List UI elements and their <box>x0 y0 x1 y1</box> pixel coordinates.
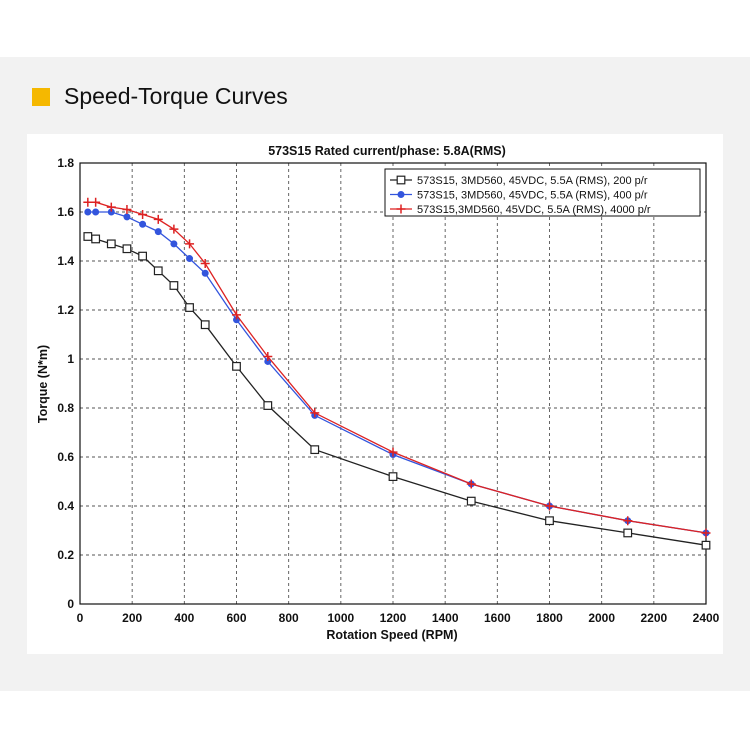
legend-entry-1: 573S15, 3MD560, 45VDC, 5.5A (RMS), 200 p… <box>390 175 648 187</box>
data-point-square <box>310 445 320 455</box>
data-point-square <box>232 361 241 371</box>
y-tick-label: 1 <box>67 352 74 366</box>
data-point-plus <box>169 224 179 234</box>
y-tick-label: 0 <box>67 597 74 611</box>
data-point-plus <box>122 205 132 215</box>
data-point-plus <box>701 528 711 538</box>
y-tick-label: 0.8 <box>57 401 74 415</box>
data-point-square <box>122 244 132 254</box>
grid <box>80 163 706 604</box>
legend-label: 573S15,3MD560, 45VDC, 5.5A (RMS), 4000 p… <box>417 204 651 216</box>
y-tick-label: 0.6 <box>57 450 74 464</box>
data-point-plus <box>153 214 163 224</box>
x-tick-label: 800 <box>279 611 299 625</box>
data-point-plus <box>106 202 116 212</box>
series-line <box>87 235 707 546</box>
x-tick-label: 1200 <box>380 611 407 625</box>
data-point-plus <box>396 204 406 214</box>
data-point-square <box>388 472 398 481</box>
data-point-plus <box>185 239 195 249</box>
legend: 573S15, 3MD560, 45VDC, 5.5A (RMS), 200 p… <box>384 168 701 217</box>
data-point-plus <box>91 197 101 207</box>
x-tick-label: 1800 <box>536 611 563 625</box>
series-layer <box>83 197 711 550</box>
data-point-square <box>138 251 148 261</box>
data-point-circle <box>154 228 162 236</box>
data-point-square <box>185 303 194 312</box>
data-point-square <box>623 528 633 538</box>
data-point-circle <box>201 269 209 277</box>
data-point-plus <box>545 501 554 511</box>
legend-entry-2: 573S15, 3MD560, 45VDC, 5.5A (RMS), 400 p… <box>390 190 648 202</box>
series-2 <box>84 208 710 537</box>
y-axis-label: Torque (N*m) <box>36 345 50 423</box>
data-point-plus <box>388 447 398 457</box>
data-point-circle <box>170 240 178 248</box>
data-point-plus <box>232 310 241 320</box>
speed-torque-chart: 573S15 Rated current/phase: 5.8A(RMS) 0 2… <box>36 144 720 642</box>
data-point-circle <box>139 220 147 228</box>
y-tick-label: 1.6 <box>57 205 74 219</box>
x-axis-label: Rotation Speed (RPM) <box>326 628 457 642</box>
data-point-square <box>545 516 554 526</box>
y-tick-label: 0.2 <box>57 548 74 562</box>
y-tick-label: 0.4 <box>57 499 74 513</box>
x-tick-label: 1000 <box>327 611 354 625</box>
series-line <box>87 201 707 534</box>
data-point-plus <box>138 209 148 219</box>
series-1 <box>83 232 711 550</box>
legend-entry-3: 573S15,3MD560, 45VDC, 5.5A (RMS), 4000 p… <box>390 204 651 216</box>
data-point-square <box>200 320 210 330</box>
series-3 <box>83 197 711 538</box>
data-point-square <box>106 239 116 249</box>
data-point-circle <box>186 255 194 263</box>
axis-ticks: 0 200 400 600 800 1000 1200 1400 1600 1800 2000 220… <box>57 156 719 625</box>
x-tick-label: 0 <box>77 611 84 625</box>
data-point-square <box>701 540 711 550</box>
series-line <box>87 211 707 534</box>
x-tick-label: 400 <box>174 611 194 625</box>
x-tick-label: 200 <box>122 611 142 625</box>
x-tick-label: 2400 <box>693 611 720 625</box>
data-point-plus <box>310 408 320 418</box>
data-point-square <box>169 281 179 290</box>
data-point-square <box>83 232 93 241</box>
data-point-circle <box>397 191 405 198</box>
data-point-circle <box>123 213 131 221</box>
legend-box <box>384 168 701 217</box>
data-point-plus <box>466 479 476 489</box>
data-point-square <box>153 266 163 276</box>
x-tick-label: 1600 <box>484 611 511 625</box>
plot-frame <box>79 162 707 605</box>
heading-marker-square <box>32 88 50 106</box>
y-tick-label: 1.4 <box>57 254 74 268</box>
section-heading: Speed-Torque Curves <box>64 83 288 109</box>
data-point-plus <box>623 516 633 526</box>
data-point-square <box>396 175 406 185</box>
data-point-square <box>91 234 101 244</box>
data-point-circle <box>92 208 100 216</box>
x-tick-label: 1400 <box>432 611 459 625</box>
x-tick-label: 2200 <box>640 611 667 625</box>
data-point-square <box>466 496 476 506</box>
data-point-plus <box>83 197 93 207</box>
data-point-plus <box>200 258 210 268</box>
chart-card: 573S15 Rated current/phase: 5.8A(RMS) 0 2… <box>27 134 723 654</box>
data-point-circle <box>84 208 92 216</box>
x-tick-label: 2000 <box>588 611 615 625</box>
chart-title: 573S15 Rated current/phase: 5.8A(RMS) <box>268 144 506 158</box>
legend-label: 573S15, 3MD560, 45VDC, 5.5A (RMS), 400 p… <box>417 190 648 202</box>
legend-label: 573S15, 3MD560, 45VDC, 5.5A (RMS), 200 p… <box>417 175 648 187</box>
data-point-square <box>263 401 273 410</box>
y-tick-label: 1.8 <box>57 156 74 170</box>
x-tick-label: 600 <box>226 611 246 625</box>
y-tick-label: 1.2 <box>57 303 74 317</box>
data-point-plus <box>263 352 273 362</box>
